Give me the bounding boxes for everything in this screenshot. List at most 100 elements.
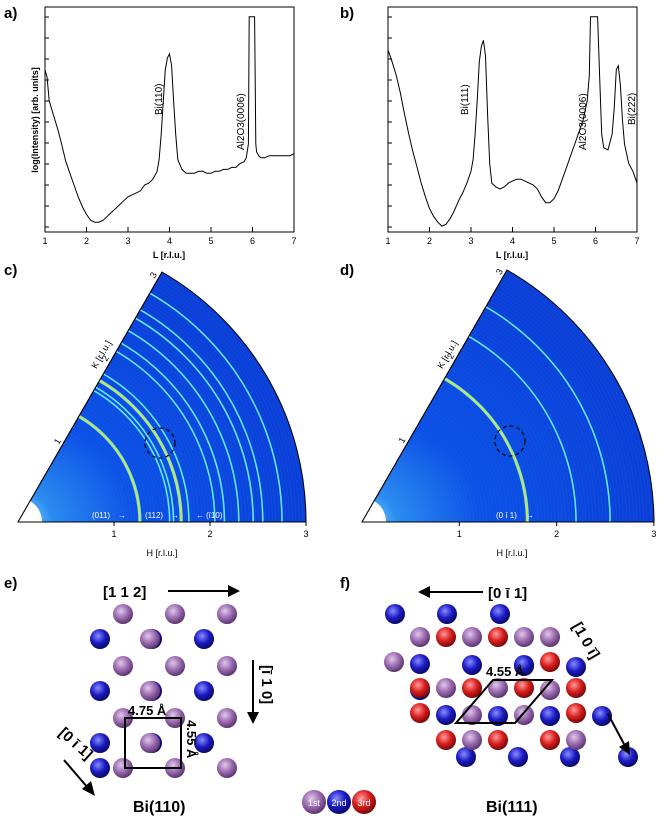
lattice-f: [0 ī 1] [1 0 ī] 4.55 Å Bi(111) (384, 585, 638, 816)
lattice-e-dir-left: [0 ī 1] (55, 724, 95, 763)
atom-layer-2 (436, 705, 456, 725)
chart-a-xtick-label: 5 (208, 236, 213, 246)
lattice-e-arrowhead-right (247, 712, 259, 724)
lattice-e-arrow-left (63, 759, 89, 789)
layer-legend: 1st 2nd 3rd (302, 790, 376, 814)
atom-layer-1 (540, 680, 560, 700)
map-c-ktick-label: 2 (100, 354, 111, 363)
map-c-ring-label-112: (112) (145, 511, 163, 520)
atom-layer-1 (514, 627, 534, 647)
chart-a-xtick-label: 3 (125, 236, 130, 246)
panel-label-a: a) (4, 5, 17, 22)
lattice-e-dim-a: 4.75 Å (128, 703, 167, 718)
map-c-xtick-label: 2 (207, 529, 212, 539)
chart-b: 1 2 3 4 5 6 7 L [r.l.u.] Bi(111) Al2O3(0006) B… (385, 6, 640, 260)
map-c-origin-hole (18, 501, 43, 522)
lattice-e-dir-top: [1 1 2] (103, 584, 146, 601)
chart-a-xtick-label: 7 (291, 236, 296, 246)
legend-label-third: 3rd (357, 798, 370, 808)
atom-layer-2 (566, 657, 586, 677)
map-c-arrow-011: → (118, 511, 126, 520)
panel-label-e: e) (4, 575, 17, 592)
chart-a-xtick-label: 1 (42, 236, 47, 246)
atom-layer-2 (540, 706, 560, 726)
atom-layer-2 (508, 747, 528, 767)
map-c-xtick-label: 1 (111, 529, 116, 539)
legend-ball-second (327, 790, 351, 814)
chart-b-xtick-label: 7 (634, 236, 639, 246)
atom-layer-3 (462, 678, 482, 698)
lattice-f-dir-right: [1 0 ī] (569, 620, 603, 662)
atom-layer-2 (194, 629, 214, 649)
atom-layer-1 (113, 708, 133, 728)
atom-layer-1 (140, 681, 160, 701)
chart-a-xlabel: L [r.l.u.] (153, 250, 185, 260)
map-c-ktick-label: 1 (52, 437, 63, 446)
map-d-highlight-circle (494, 425, 526, 457)
chart-a-xtick-label: 6 (250, 236, 255, 246)
chart-b-xtick-label: 6 (593, 236, 598, 246)
atom-layer-2 (437, 604, 457, 624)
annotation-bi111: Bi(111) (460, 84, 471, 115)
atom-layer-1 (217, 656, 237, 676)
atom-layer-2 (462, 655, 482, 675)
chart-b-series-line (387, 16, 638, 227)
map-c-wedge (17, 271, 307, 523)
atom-layer-1 (566, 730, 586, 750)
atom-layer-3 (410, 678, 430, 698)
lattice-f-arrowhead-top (418, 586, 430, 598)
map-d-xlabel: H [r.l.u.] (496, 548, 527, 558)
chart-a-frame (44, 6, 295, 233)
legend-label-second: 2nd (331, 798, 346, 808)
atom-layer-1 (217, 758, 237, 778)
atom-layer-2 (490, 604, 510, 624)
atom-layer-3 (514, 678, 534, 698)
atom-layer-3 (488, 627, 508, 647)
lattice-e-arrowhead-top (228, 585, 240, 597)
chart-a-xtick-label: 4 (167, 236, 172, 246)
map-c-arrow-110: ← (196, 511, 204, 520)
atom-layer-1 (462, 627, 482, 647)
atom-layer-1 (410, 627, 430, 647)
atom-layer-2 (90, 629, 110, 649)
map-d-ring-label-01-1: (0 ī 1) (496, 511, 517, 520)
atom-layer-3 (410, 703, 430, 723)
atom-layer-1 (217, 604, 237, 624)
atom-layer-2 (194, 733, 214, 753)
chart-a-xtick-label: 2 (84, 236, 89, 246)
atom-layer-2 (592, 706, 612, 726)
map-c-xtick-label: 3 (303, 529, 308, 539)
map-d-xtick-label: 3 (651, 529, 656, 539)
panel-label-d: d) (340, 262, 354, 279)
lattice-e-title: Bi(110) (133, 799, 185, 816)
annotation-bi110: Bi(110) (154, 84, 165, 116)
annotation-bi222: Bi(222) (627, 93, 638, 125)
annotation-al2o3-a: Al2O3(0006) (236, 93, 247, 150)
map-d-ktick-label: 2 (445, 351, 456, 360)
chart-b-xtick-label: 1 (385, 236, 390, 246)
lattice-f-dim: 4.55 Å (486, 664, 525, 679)
atom-layer-2 (488, 706, 508, 726)
atom-layer-1 (113, 656, 133, 676)
map-d-xtick-label: 1 (457, 529, 462, 539)
atom-layer-2 (385, 604, 405, 624)
atom-layer-2 (194, 681, 214, 701)
chart-a: 1 2 3 4 5 6 7 log(Intensity) [arb. units] L [r… (30, 6, 297, 260)
atom-layer-1 (488, 678, 508, 698)
lattice-f-unit-cell (453, 679, 555, 724)
atom-layer-1 (165, 604, 185, 624)
panel-label-c: c) (4, 262, 17, 279)
map-c-xlabel: H [r.l.u.] (146, 548, 177, 558)
atom-layer-3 (566, 678, 586, 698)
map-d-k-axis (361, 269, 508, 523)
chart-b-xtick-label: 5 (551, 236, 556, 246)
chart-b-xtick-label: 3 (468, 236, 473, 246)
lattice-f-arrow-right (607, 713, 625, 745)
atom-layer-2 (90, 681, 110, 701)
legend-label-first: 1st (308, 798, 321, 808)
chart-b-xtick-label: 2 (427, 236, 432, 246)
atom-layer-1 (540, 627, 560, 647)
lattice-e-arrowhead-left (82, 781, 95, 796)
